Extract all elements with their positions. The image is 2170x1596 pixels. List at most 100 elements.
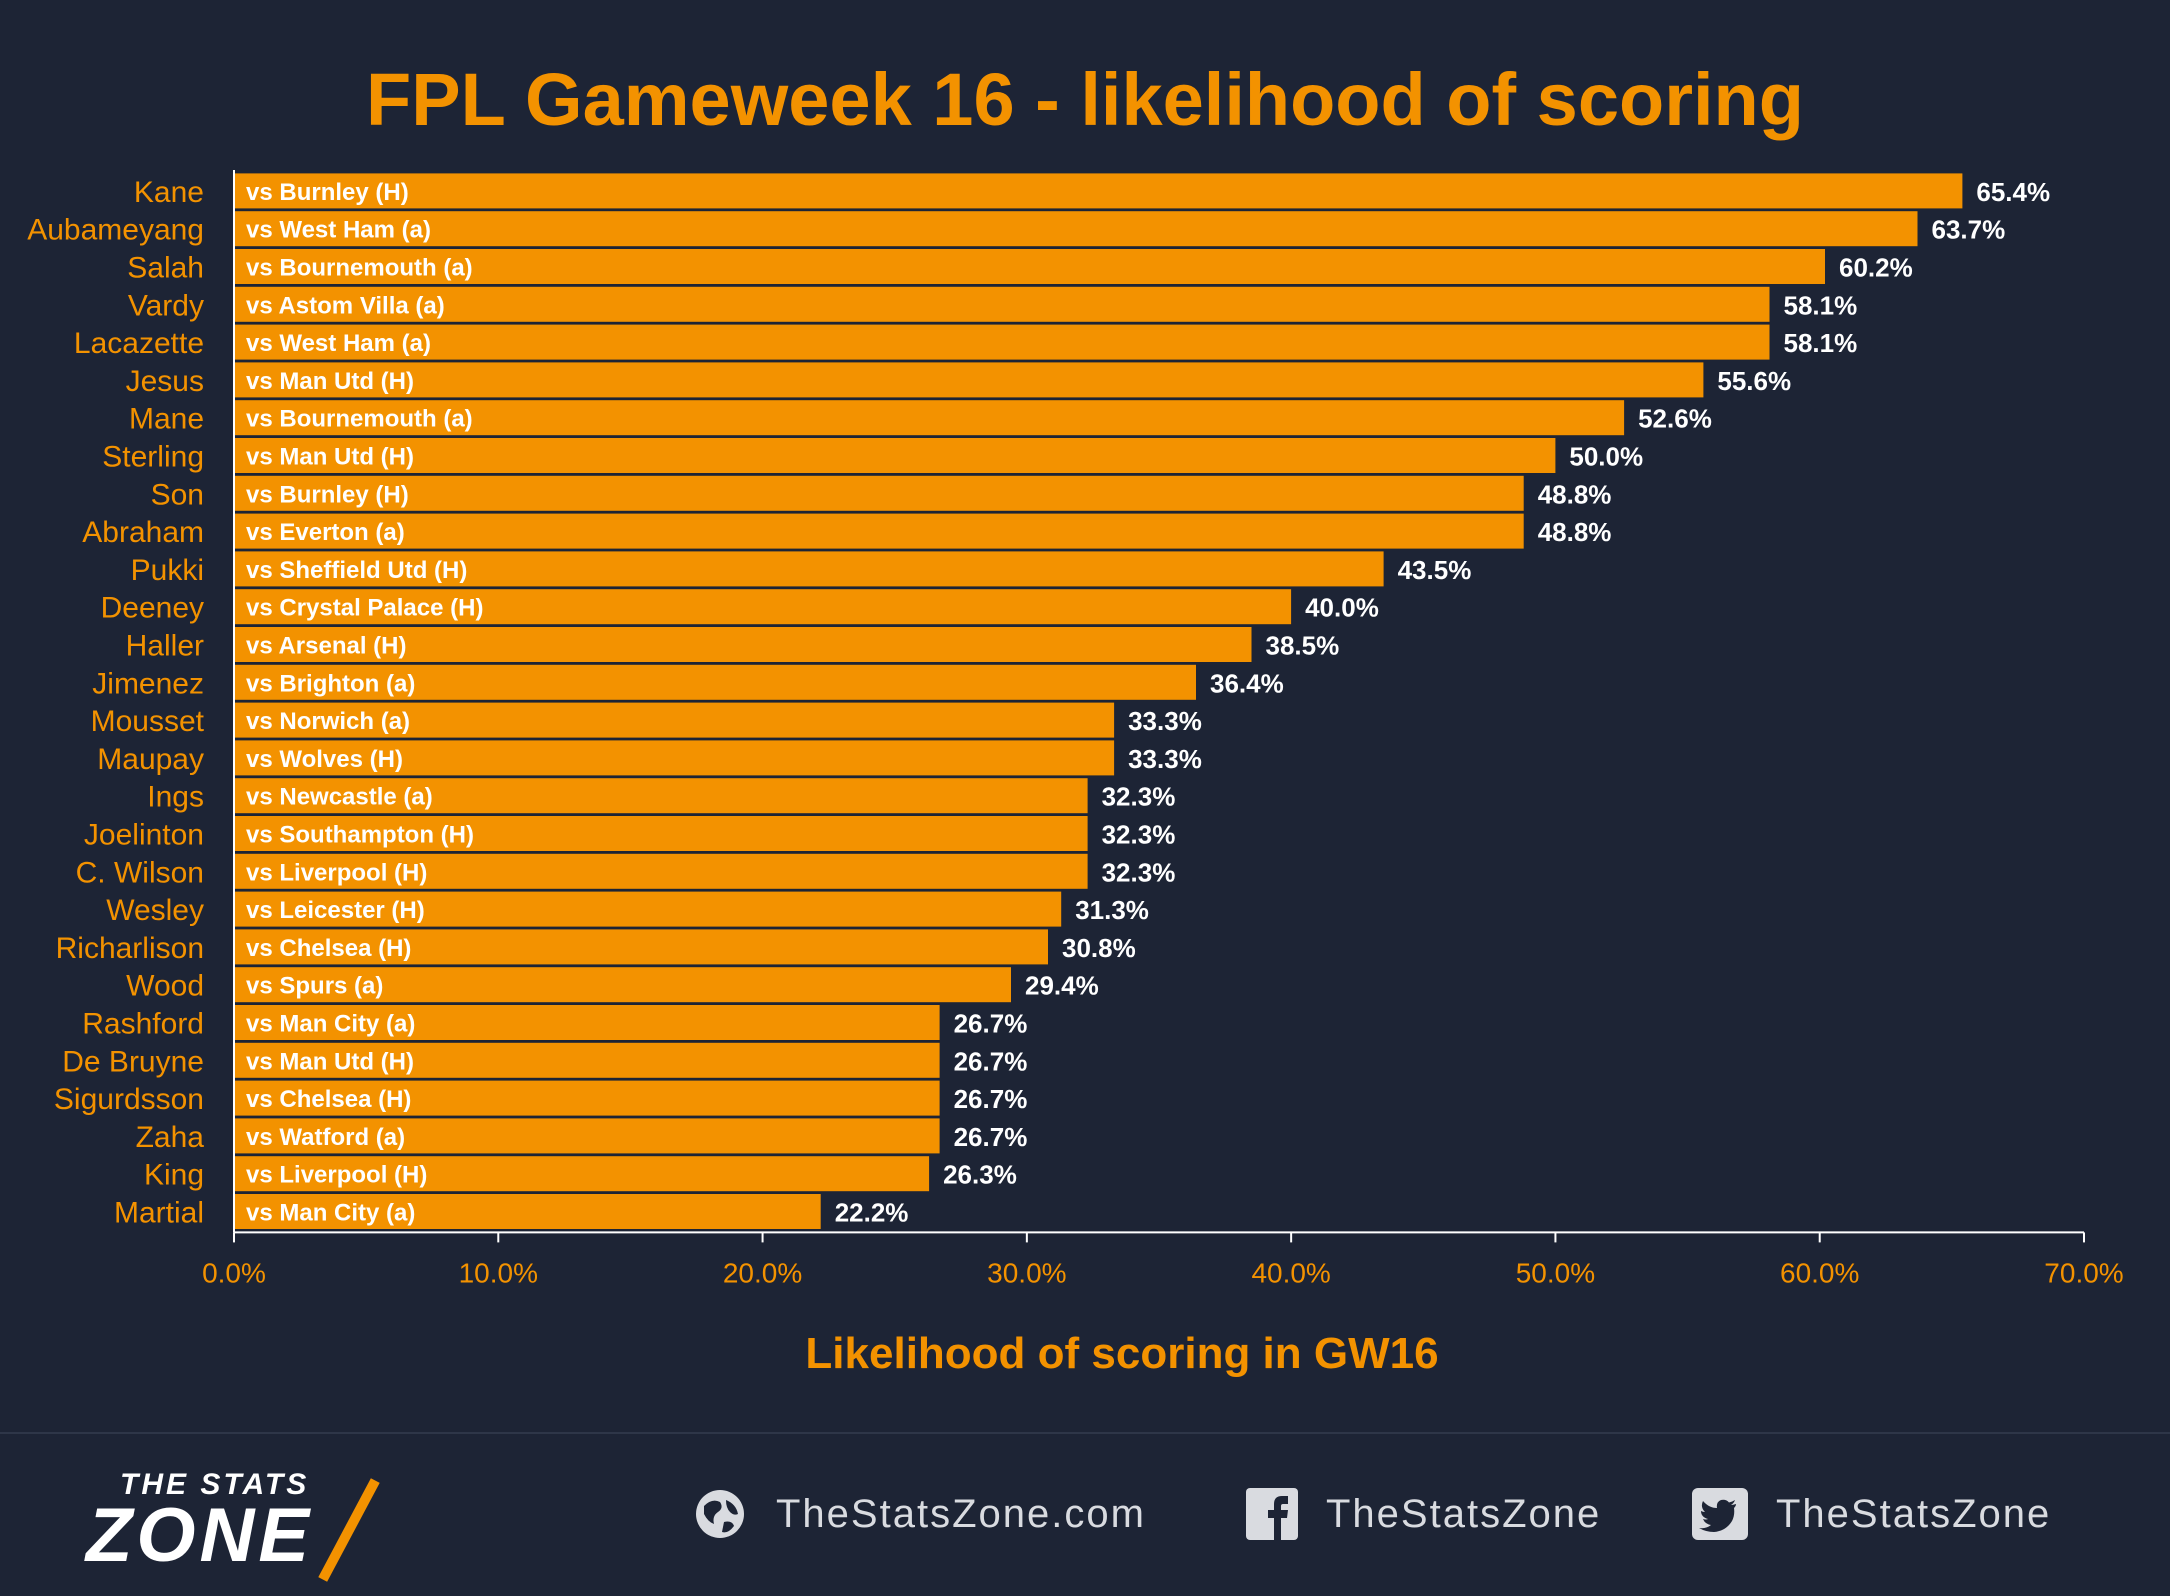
fixture-label: vs Burnley (H)	[246, 179, 409, 206]
value-label: 32.3%	[1102, 782, 1176, 812]
fixture-label: vs Newcastle (a)	[246, 784, 433, 811]
value-label: 26.7%	[954, 1122, 1028, 1152]
value-label: 43.5%	[1398, 555, 1472, 585]
x-tick-label: 20.0%	[723, 1257, 802, 1288]
value-label: 32.3%	[1102, 857, 1176, 887]
value-label: 29.4%	[1025, 971, 1099, 1001]
fixture-label: vs Bournemouth (a)	[246, 255, 473, 282]
category-label: Lacazette	[74, 327, 204, 360]
bar	[234, 211, 1918, 247]
x-tick-label: 30.0%	[987, 1257, 1066, 1288]
stats-zone-logo: THE STATS ZONE	[86, 1458, 466, 1582]
twitter-text: TheStatsZone	[1776, 1491, 2052, 1536]
fixture-label: vs Burnley (H)	[246, 481, 409, 508]
value-label: 26.7%	[954, 1084, 1028, 1114]
value-label: 26.3%	[943, 1160, 1017, 1190]
bar	[234, 1080, 940, 1116]
bar	[234, 589, 1292, 625]
bar	[234, 967, 1011, 1003]
bar	[234, 286, 1770, 322]
website-link[interactable]: TheStatsZone.com	[690, 1486, 1146, 1542]
globe-icon	[696, 1490, 744, 1538]
value-label: 31.3%	[1075, 895, 1149, 925]
bar	[234, 702, 1115, 738]
logo-main-text: ZONE	[86, 1493, 314, 1578]
bar-chart: Kane vs Burnley (H) 65.4% Aubameyang vs West…	[27, 170, 2124, 1378]
value-label: 38.5%	[1266, 631, 1340, 661]
fixture-label: vs Norwich (a)	[246, 708, 410, 735]
value-label: 26.7%	[954, 1046, 1028, 1076]
website-text: TheStatsZone.com	[776, 1491, 1146, 1536]
bar	[234, 551, 1384, 587]
fixture-label: vs Man City (a)	[246, 1011, 415, 1038]
bar	[234, 249, 1825, 284]
logo-top-text: THE STATS	[120, 1468, 310, 1501]
category-label: Maupay	[97, 743, 204, 776]
value-label: 32.3%	[1102, 820, 1176, 850]
x-tick-label: 0.0%	[202, 1257, 266, 1288]
fixture-label: vs Man Utd (H)	[246, 368, 414, 395]
category-label: Sigurdsson	[54, 1083, 204, 1116]
category-label: Salah	[127, 252, 204, 285]
category-label: Abraham	[82, 516, 204, 549]
category-label: Mousset	[91, 705, 205, 738]
x-axis: 0.0% 10.0% 20.0% 30.0% 40.0% 50.0% 60.0% 70.0%	[202, 170, 2124, 1288]
bar	[234, 816, 1088, 851]
fixture-label: vs Liverpool (H)	[246, 1162, 427, 1189]
bar	[234, 1194, 821, 1229]
bar	[234, 475, 1524, 511]
category-label: Kane	[134, 176, 204, 209]
bar	[234, 891, 1062, 927]
bar	[234, 362, 1704, 398]
value-label: 40.0%	[1305, 593, 1379, 623]
bar	[234, 1005, 940, 1040]
fixture-label: vs Southampton (H)	[246, 822, 474, 849]
logo-slash-icon	[318, 1478, 380, 1582]
category-label: Wood	[126, 970, 204, 1003]
category-label: Vardy	[128, 289, 204, 322]
fixture-label: vs Man City (a)	[246, 1200, 415, 1227]
fixture-label: vs Spurs (a)	[246, 973, 383, 1000]
fixture-label: vs Watford (a)	[246, 1124, 405, 1151]
category-label: Jesus	[126, 365, 204, 398]
x-axis-title: Likelihood of scoring in GW16	[805, 1329, 1438, 1378]
facebook-link[interactable]: TheStatsZone	[1244, 1486, 1601, 1542]
value-label: 48.8%	[1538, 479, 1612, 509]
category-label: C. Wilson	[76, 856, 204, 889]
bar	[234, 1118, 940, 1154]
fixture-label: vs Everton (a)	[246, 519, 405, 546]
fixture-label: vs Crystal Palace (H)	[246, 595, 483, 622]
facebook-icon	[1246, 1488, 1298, 1540]
fixture-label: vs Bournemouth (a)	[246, 406, 473, 433]
value-label: 30.8%	[1062, 933, 1136, 963]
x-tick-label: 50.0%	[1516, 1257, 1595, 1288]
fixture-label: vs West Ham (a)	[246, 330, 431, 357]
value-label: 58.1%	[1784, 328, 1858, 358]
facebook-text: TheStatsZone	[1326, 1491, 1602, 1536]
category-label: King	[144, 1159, 204, 1192]
bar	[234, 664, 1196, 700]
bar	[234, 1042, 940, 1078]
fixture-label: vs Arsenal (H)	[246, 633, 407, 660]
category-label: Haller	[126, 630, 204, 663]
value-label: 55.6%	[1717, 366, 1791, 396]
bar	[234, 627, 1252, 662]
value-label: 22.2%	[835, 1198, 909, 1228]
value-label: 63.7%	[1932, 215, 2006, 245]
bar	[234, 173, 1963, 209]
bar	[234, 438, 1556, 473]
value-label: 36.4%	[1210, 668, 1284, 698]
x-tick-label: 10.0%	[459, 1257, 538, 1288]
category-label: Jimenez	[92, 667, 204, 700]
fixture-label: vs Man Utd (H)	[246, 444, 414, 471]
bar	[234, 853, 1088, 889]
category-label: Aubameyang	[27, 214, 204, 247]
twitter-link[interactable]: TheStatsZone	[1690, 1486, 2051, 1542]
category-label: Wesley	[106, 894, 204, 927]
fixture-label: vs Man Utd (H)	[246, 1048, 414, 1075]
fixture-label: vs Leicester (H)	[246, 897, 425, 924]
x-tick-label: 40.0%	[1251, 1257, 1330, 1288]
footer: THE STATS ZONE TheStatsZone.com TheStats…	[0, 1436, 2170, 1596]
category-label: Zaha	[136, 1121, 205, 1154]
